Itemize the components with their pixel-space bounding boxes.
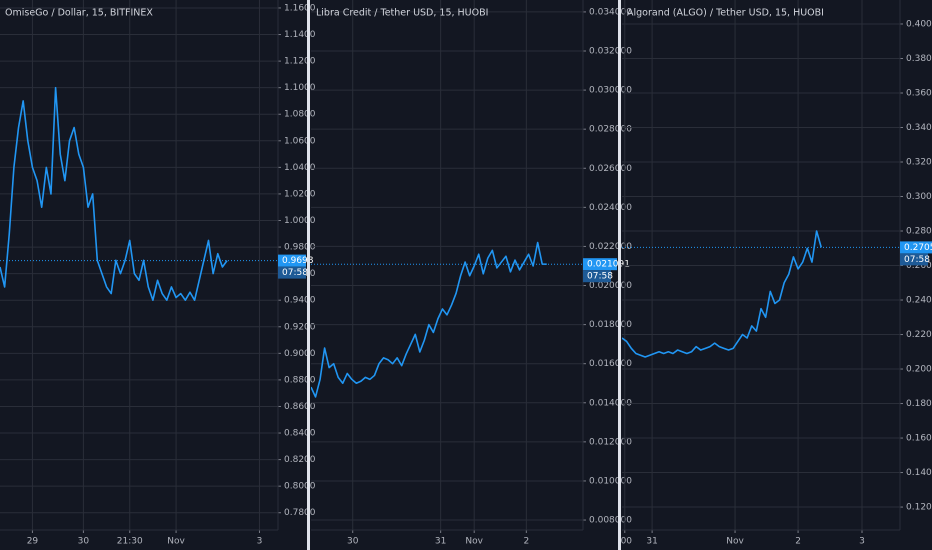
x-tick-label: 2 [795,537,801,547]
y-tick-label: 0.024000 [589,203,632,213]
x-tick-label: 30 [347,537,359,547]
price-line [311,241,547,398]
y-tick-label: 0.022000 [589,242,632,252]
x-tick-label: 29 [27,537,39,547]
x-tick-label: 21:30 [117,537,143,547]
y-tick-label: 0.9400 [284,296,316,306]
y-tick-label: 0.010000 [589,476,632,486]
y-tick-label: 1.0600 [284,136,316,146]
chart-title: Algorand (ALGO) / Tether USD, 15, HUOBI [627,8,824,19]
y-tick-label: 1.0200 [284,189,316,199]
y-tick-label: 0.8400 [284,429,316,439]
price-line [0,86,228,301]
y-tick-label: 0.3400 [906,123,932,133]
plot-area [622,0,900,530]
price-line [622,230,822,358]
y-tick-label: 1.0000 [284,216,316,226]
x-tick-label: 31 [646,537,657,547]
y-tick-label: 1.0800 [284,110,316,120]
y-tick-label: 0.9000 [284,349,316,359]
y-tick-label: 0.2400 [906,296,932,306]
y-tick-label: 0.014000 [589,398,632,408]
countdown-box [278,266,306,279]
last-price-box [900,241,932,254]
y-tick-label: 0.026000 [589,164,632,174]
y-tick-label: 0.2800 [906,227,932,237]
y-tick-label: 0.032000 [589,47,632,57]
y-tick-label: 0.2000 [906,365,932,375]
y-tick-label: 0.020000 [589,281,632,291]
y-tick-label: 0.012000 [589,437,632,447]
panel-separator [307,0,310,550]
x-tick-label: 31 [435,537,446,547]
y-tick-label: 0.2200 [906,330,932,340]
y-tick-label: 0.018000 [589,320,632,330]
y-tick-label: 0.8000 [284,482,316,492]
last-price-box [583,258,617,271]
y-tick-label: 0.1600 [906,434,932,444]
countdown-label: 07:58 [587,272,613,282]
chart-title: OmiseGo / Dollar, 15, BITFINEX [5,8,153,19]
y-tick-label: 0.028000 [589,125,632,135]
y-tick-label: 0.7800 [284,508,316,518]
y-tick-label: 1.0400 [284,163,316,173]
chart-panel: 0.1200 0.1400 0.1600 0.1800 0.2000 0.2200 0.24… [618,0,932,547]
y-tick-label: 1.1400 [284,30,316,40]
last-price-label: 0.9698 [282,256,314,266]
x-tick-label: Nov [465,537,483,547]
chart-panel: 0.7800 0.8000 0.8200 0.8400 0.8600 0.8800 0.90… [0,0,316,547]
y-tick-label: 0.3000 [906,192,932,202]
y-tick-label: 1.1000 [284,83,316,93]
x-tick-label: 3 [257,537,263,547]
y-tick-label: 0.4000 [906,19,932,29]
y-tick-label: 0.034000 [589,7,632,17]
x-tick-label: Nov [167,537,185,547]
plot-area [311,0,583,530]
chart-panel: 0.008000 0.010000 0.012000 0.014000 0.016000… [311,0,632,547]
y-tick-label: 0.8600 [284,402,316,412]
last-price-label: 0.021091 [587,260,630,270]
y-tick-label: 0.1400 [906,468,932,478]
y-tick-label: 0.3200 [906,158,932,168]
y-tick-label: 0.030000 [589,86,632,96]
x-tick-label: 2 [523,537,529,547]
x-tick-label: :00 [618,537,633,547]
plot-area [0,0,278,530]
y-tick-label: 0.016000 [589,359,632,369]
x-tick-label: 3 [859,537,865,547]
x-tick-label: Nov [726,537,744,547]
y-tick-label: 0.1800 [906,399,932,409]
y-tick-label: 1.1200 [284,57,316,67]
y-tick-label: 0.8800 [284,375,316,385]
countdown-box [583,270,611,283]
y-tick-label: 1.1600 [284,3,316,13]
panel-separator [618,0,621,550]
y-tick-label: 0.008000 [589,516,632,526]
last-price-label: 0.2705 [904,243,932,253]
x-tick-label: 30 [78,537,90,547]
y-tick-label: 0.9800 [284,243,316,253]
countdown-box [900,253,928,266]
y-tick-label: 0.1200 [906,503,932,513]
y-tick-label: 0.8200 [284,455,316,465]
y-tick-label: 0.2600 [906,261,932,271]
last-price-box [278,254,306,267]
countdown-label: 07:58 [282,268,308,278]
chart-title: Libra Credit / Tether USD, 15, HUOBI [316,8,488,19]
countdown-label: 07:58 [904,255,930,265]
y-tick-label: 0.9200 [284,322,316,332]
